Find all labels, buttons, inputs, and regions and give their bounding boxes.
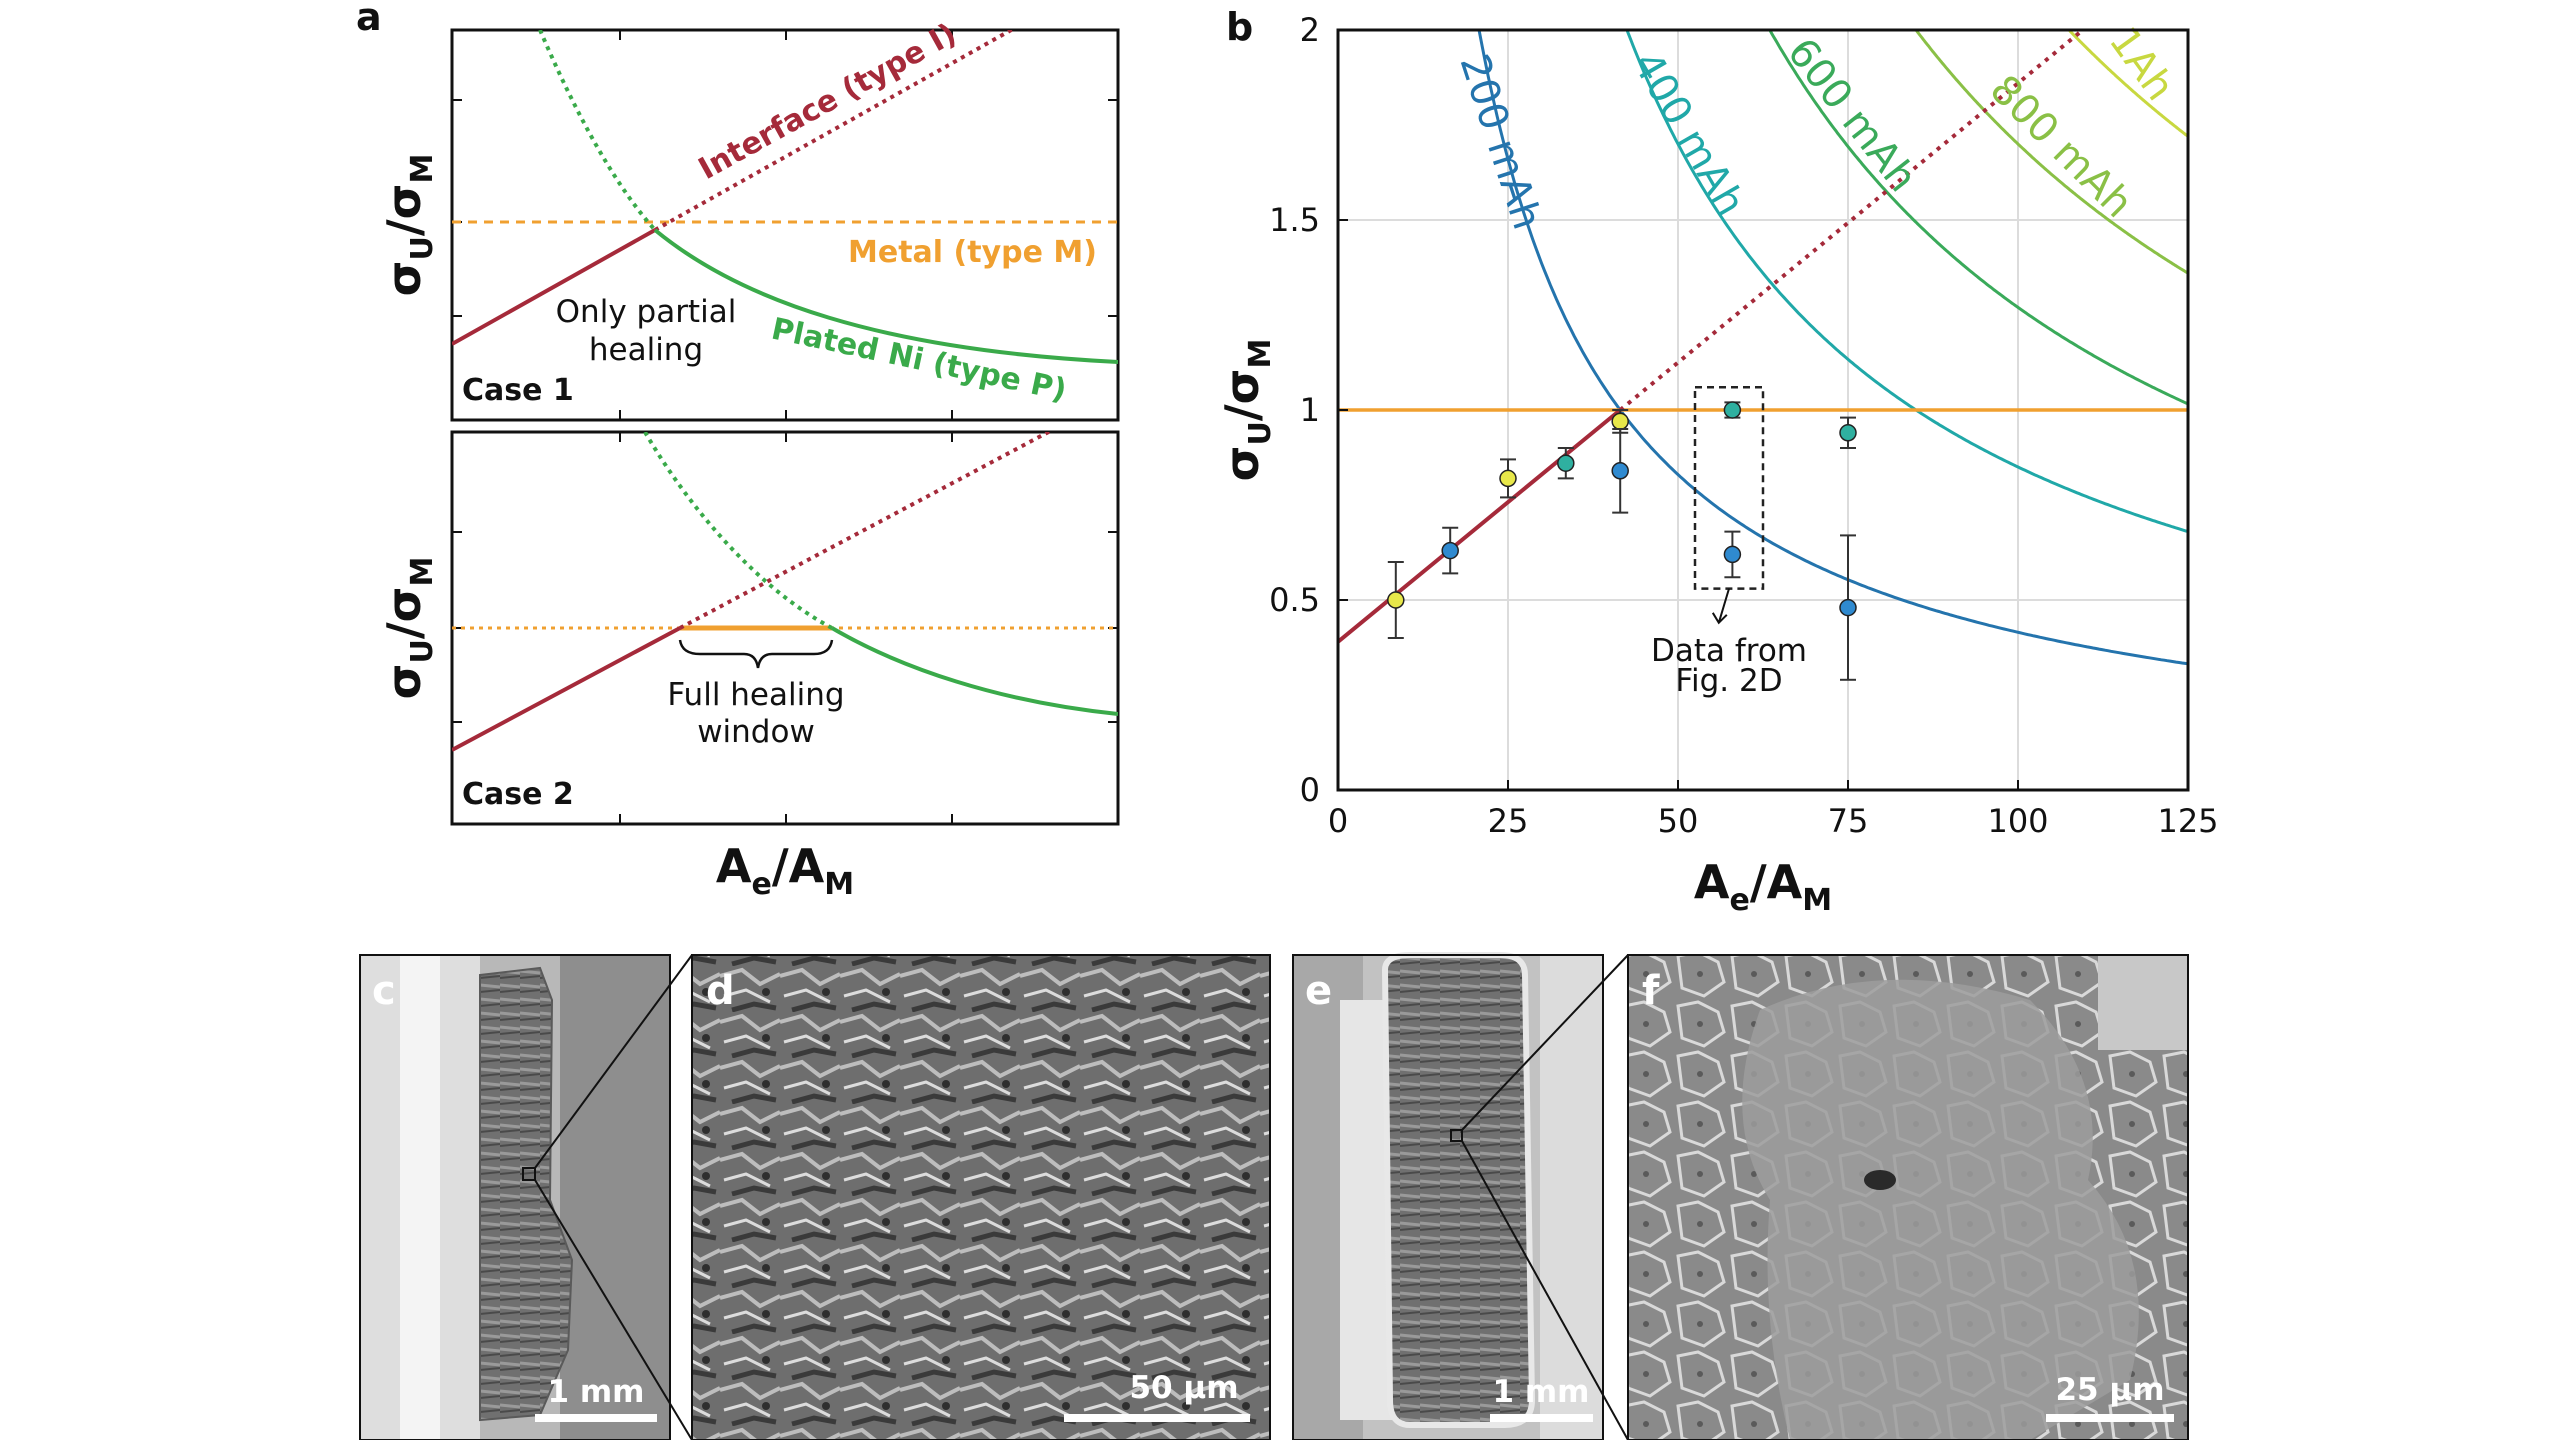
capacity-label: 400 mAh <box>1623 44 1753 224</box>
healing-window-brace <box>678 639 834 669</box>
data-marker <box>1611 412 1629 431</box>
plated-curve-solid-case1 <box>653 228 1118 364</box>
annotation-line2: Fig. 2D <box>1675 663 1782 699</box>
panel-a-ylabel-case2: σU/σM <box>377 557 440 700</box>
data-marker <box>1387 591 1405 609</box>
x-tick-label: 125 <box>2157 802 2218 840</box>
data-point <box>1723 530 1742 579</box>
plated-curve-dotted-case1 <box>538 30 657 232</box>
x-tick-label: 100 <box>1987 802 2048 840</box>
data-point <box>1611 428 1629 514</box>
interface-line-solid-case1 <box>452 228 656 346</box>
y-tick-label: 1 <box>1300 391 1320 429</box>
interface-line-solid <box>1338 408 1622 644</box>
scale-label-c: 1 mm <box>548 1374 645 1410</box>
panel-b-ylabel: σU/σM <box>1215 339 1278 482</box>
micrograph-d: d 50 µm <box>691 954 1271 1440</box>
micrograph-e: e 1 mm <box>1292 952 1604 1440</box>
capacity-label: 800 mAh <box>1981 67 2141 227</box>
y-tick-label: 1.5 <box>1269 201 1320 239</box>
y-tick-label: 0.5 <box>1269 581 1320 619</box>
capacity-curve <box>1625 30 2188 534</box>
data-point <box>1839 416 1857 449</box>
interface-line-dotted-case1 <box>654 30 1016 232</box>
scale-label-e: 1 mm <box>1493 1374 1590 1410</box>
case2-label: Case 2 <box>462 777 574 812</box>
data-marker <box>1441 541 1459 560</box>
capacity-curve <box>1477 30 2188 666</box>
data-marker <box>1839 424 1857 442</box>
panel-a-case1: Interface (type I) Metal (type M) Plated… <box>450 16 1120 422</box>
annotation-arrow <box>1717 588 1730 624</box>
panel-label-a: a <box>356 0 382 39</box>
x-tick-label: 50 <box>1658 802 1699 840</box>
window-line2: window <box>697 714 815 750</box>
y-tick-label: 0 <box>1300 771 1320 809</box>
panel-label-c: c <box>372 968 396 1014</box>
scale-label-f: 25 µm <box>2055 1372 2164 1408</box>
x-tick-label: 0 <box>1328 802 1348 840</box>
case1-label: Case 1 <box>462 373 574 408</box>
data-marker <box>1557 454 1575 472</box>
panel-b-xlabel: Ae/AM <box>1694 855 1832 918</box>
scale-label-d: 50 µm <box>1129 1370 1238 1406</box>
data-point <box>1499 458 1517 499</box>
y-tick-label: 2 <box>1300 11 1320 49</box>
data-point <box>1839 534 1857 681</box>
panel-a-case2: Full healing window Case 2 <box>450 430 1120 826</box>
scale-bar-c <box>535 1414 657 1422</box>
micrograph-f: f 25 µm <box>1627 954 2189 1440</box>
data-point <box>1611 409 1629 434</box>
data-point <box>1441 526 1459 575</box>
capacity-curve <box>1914 30 2188 275</box>
data-point <box>1387 561 1405 639</box>
scale-bar-d <box>1064 1414 1250 1422</box>
panel-a-xlabel: Ae/AM <box>716 839 854 902</box>
partial-healing-line1: Only partial <box>556 294 737 330</box>
data-marker <box>1839 598 1857 617</box>
capacity-curve <box>1768 30 2188 406</box>
x-tick-label: 75 <box>1828 802 1869 840</box>
panel-label-f: f <box>1642 968 1660 1014</box>
zoom-box-e <box>1450 1129 1463 1142</box>
partial-healing-line2: healing <box>589 332 703 368</box>
metal-label: Metal (type M) <box>848 235 1097 270</box>
panel-a-ylabel-case1: σU/σM <box>377 154 440 297</box>
plot-area <box>1338 30 2188 666</box>
annotation-line1: Data from <box>1651 633 1807 669</box>
panel-label-e: e <box>1305 968 1332 1014</box>
capacity-curve <box>2066 30 2188 138</box>
scale-bar-e <box>1490 1414 1593 1422</box>
data-marker <box>1723 401 1742 419</box>
data-marker <box>1723 545 1742 564</box>
capacity-label: 600 mAh <box>1778 30 1926 201</box>
interface-line-solid-case2 <box>452 626 681 752</box>
data-point <box>1557 447 1575 480</box>
capacity-label: 200 mAh <box>1450 49 1550 235</box>
micrograph-c: c 1 mm <box>359 954 671 1440</box>
data-marker <box>1499 469 1517 488</box>
window-line1: Full healing <box>667 677 844 713</box>
x-tick-label: 25 <box>1488 802 1529 840</box>
data-point <box>1723 401 1742 419</box>
interface-label: Interface (type I) <box>693 16 962 187</box>
data-marker <box>1611 462 1629 480</box>
scale-bar-f <box>2046 1414 2174 1422</box>
panel-label-b: b <box>1226 5 1253 49</box>
interface-line-dotted-case2 <box>679 432 1053 630</box>
capacity-label: 1Ah <box>2100 19 2183 109</box>
plated-curve-solid-case2 <box>830 626 1118 716</box>
zoom-box-c <box>522 1167 536 1181</box>
annotation-arrowhead <box>1711 612 1728 625</box>
plated-label: Plated Ni (type P) <box>768 312 1069 409</box>
panel-label-d: d <box>706 968 735 1014</box>
